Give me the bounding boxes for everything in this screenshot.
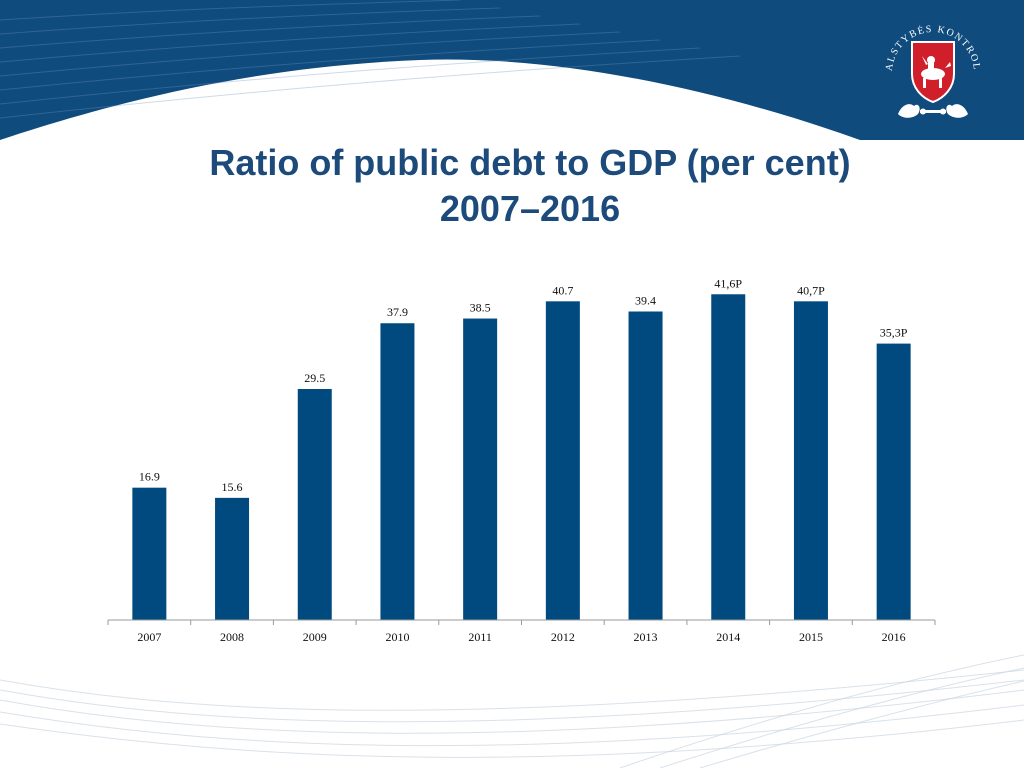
bar-2013 bbox=[628, 311, 663, 620]
bar-2008 bbox=[215, 497, 250, 620]
title-line-2: 2007–2016 bbox=[439, 188, 621, 229]
x-tick-label-2013: 2013 bbox=[634, 630, 658, 644]
bar-2007 bbox=[132, 487, 167, 620]
bar-2016 bbox=[876, 343, 911, 620]
knight-icon bbox=[921, 56, 951, 88]
data-label-2013: 39.4 bbox=[635, 293, 656, 307]
data-label-2007: 16.9 bbox=[139, 470, 160, 484]
bar-2011 bbox=[463, 318, 498, 620]
header-stripes bbox=[0, 0, 741, 119]
griffins-icon bbox=[898, 104, 968, 118]
bar-2009 bbox=[297, 389, 332, 620]
data-label-2015: 40,7P bbox=[797, 283, 825, 297]
bar-2010 bbox=[380, 323, 415, 620]
x-tick-label-2014: 2014 bbox=[716, 630, 740, 644]
bar-2014 bbox=[711, 294, 746, 620]
data-label-2016: 35,3P bbox=[880, 326, 908, 340]
data-labels-group: 16.9 15.6 29.5 37.9 38.5 40.7 39.4 41,6P 40,7P 35… bbox=[139, 276, 908, 494]
x-tick-label-2008: 2008 bbox=[220, 630, 244, 644]
title-line-1: Ratio of public debt to GDP (per cent) bbox=[209, 142, 851, 183]
data-label-2010: 37.9 bbox=[387, 305, 408, 319]
x-tick-labels-group: 2007 2008 2009 2010 2011 2012 2013 2014 2015 2016 bbox=[137, 630, 905, 644]
data-label-2009: 29.5 bbox=[304, 371, 325, 385]
valstybes-kontrole-logo: VALSTYBĖS KONTROLĖ bbox=[878, 18, 981, 118]
slide-title: Ratio of public debt to GDP (per cent) 2… bbox=[0, 140, 1024, 232]
x-tick-label-2009: 2009 bbox=[303, 630, 327, 644]
data-label-2012: 40.7 bbox=[552, 283, 573, 297]
header-swoosh bbox=[0, 0, 1024, 140]
bars-group bbox=[132, 294, 911, 620]
x-tick-label-2012: 2012 bbox=[551, 630, 575, 644]
x-ticks-group bbox=[107, 620, 936, 625]
footer-stripes bbox=[0, 654, 1024, 768]
data-label-2014: 41,6P bbox=[714, 276, 742, 290]
x-tick-label-2016: 2016 bbox=[882, 630, 906, 644]
bar-2015 bbox=[793, 301, 828, 620]
x-tick-label-2010: 2010 bbox=[385, 630, 409, 644]
x-tick-label-2011: 2011 bbox=[468, 630, 492, 644]
data-label-2011: 38.5 bbox=[470, 301, 491, 315]
bar-2012 bbox=[545, 301, 580, 620]
x-tick-label-2007: 2007 bbox=[137, 630, 161, 644]
data-label-2008: 15.6 bbox=[222, 480, 243, 494]
x-tick-label-2015: 2015 bbox=[799, 630, 823, 644]
